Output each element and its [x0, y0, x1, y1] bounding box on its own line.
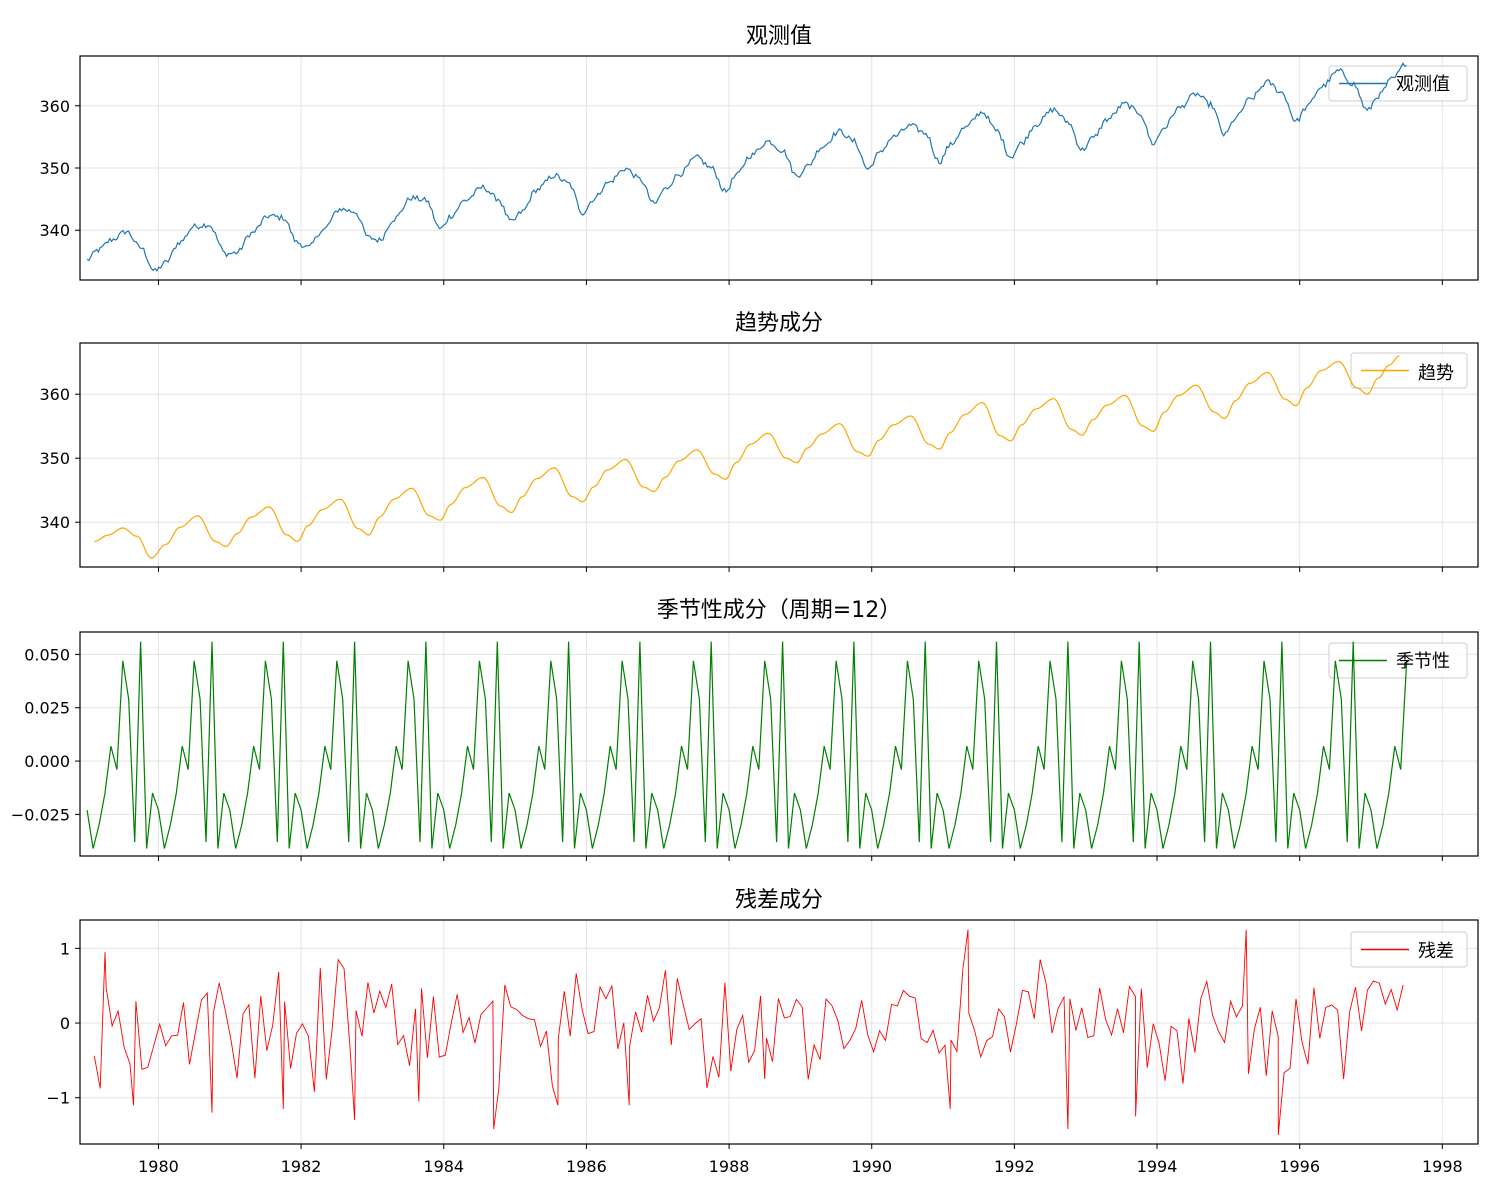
grid	[80, 632, 1478, 856]
grid	[80, 343, 1478, 567]
series-line	[86, 62, 1407, 272]
trend-title: 趋势成分	[735, 311, 823, 336]
axes-frame	[79, 342, 1479, 568]
observed-title: 观测值	[746, 24, 812, 49]
y-tick-label: 0.025	[24, 699, 70, 718]
x-tick-label: 1986	[566, 1157, 607, 1176]
y-tick-label: 0.050	[24, 645, 70, 664]
x-tick-label: 1994	[1137, 1157, 1178, 1176]
y-tick-label: 1	[60, 939, 70, 958]
y-tick-label: 350	[39, 449, 70, 468]
legend	[1350, 352, 1468, 389]
residual-title: 残差成分	[735, 888, 823, 913]
x-tick-label: 1988	[709, 1157, 750, 1176]
series-line	[93, 929, 1404, 1136]
legend-box	[1328, 642, 1468, 679]
grid	[80, 56, 1478, 280]
x-tick-label: 1992	[994, 1157, 1035, 1176]
legend	[1350, 931, 1468, 968]
axes-frame	[79, 919, 1479, 1145]
x-tick-label: 1980	[138, 1157, 179, 1176]
y-tick-label: 340	[39, 513, 70, 532]
legend-box	[1328, 65, 1468, 102]
x-tick-label: 1984	[423, 1157, 464, 1176]
series-line	[86, 641, 1408, 849]
y-tick-label: 0	[60, 1014, 70, 1033]
x-tick-label: 1990	[851, 1157, 892, 1176]
series-line	[94, 355, 1400, 559]
y-tick-label: 340	[39, 221, 70, 240]
y-tick-label: 360	[39, 97, 70, 116]
trend-panel: 趋势成分 340 350 360 趋势	[39, 311, 1479, 572]
y-tick-label: −1	[46, 1089, 70, 1108]
seasonal-title: 季节性成分（周期=12）	[657, 598, 901, 623]
seasonal-legend-label: 季节性	[1396, 651, 1450, 672]
trend-legend-label: 趋势	[1418, 363, 1454, 384]
y-tick-label: 0.000	[24, 752, 70, 771]
residual-panel: 残差成分 −1 0 1 1980 1982 1984 1986 1988 1990 1992 199…	[46, 888, 1479, 1176]
x-tick-label: 1982	[281, 1157, 322, 1176]
grid	[80, 920, 1478, 1144]
residual-legend-label: 残差	[1418, 941, 1454, 962]
x-tick-label: 1996	[1279, 1157, 1320, 1176]
observed-panel: 观测值 340 350 360 观测值	[39, 24, 1479, 285]
y-tick-label: −0.025	[11, 805, 70, 824]
legend	[1328, 642, 1468, 679]
y-tick-label: 350	[39, 159, 70, 178]
x-tick-label: 1998	[1422, 1157, 1463, 1176]
seasonal-panel: 季节性成分（周期=12） −0.025 0.000 0.025 0.050 季节性	[11, 598, 1479, 861]
y-tick-label: 360	[39, 385, 70, 404]
legend	[1328, 65, 1468, 102]
axes-frame	[79, 631, 1479, 857]
observed-legend-label: 观测值	[1396, 74, 1450, 95]
